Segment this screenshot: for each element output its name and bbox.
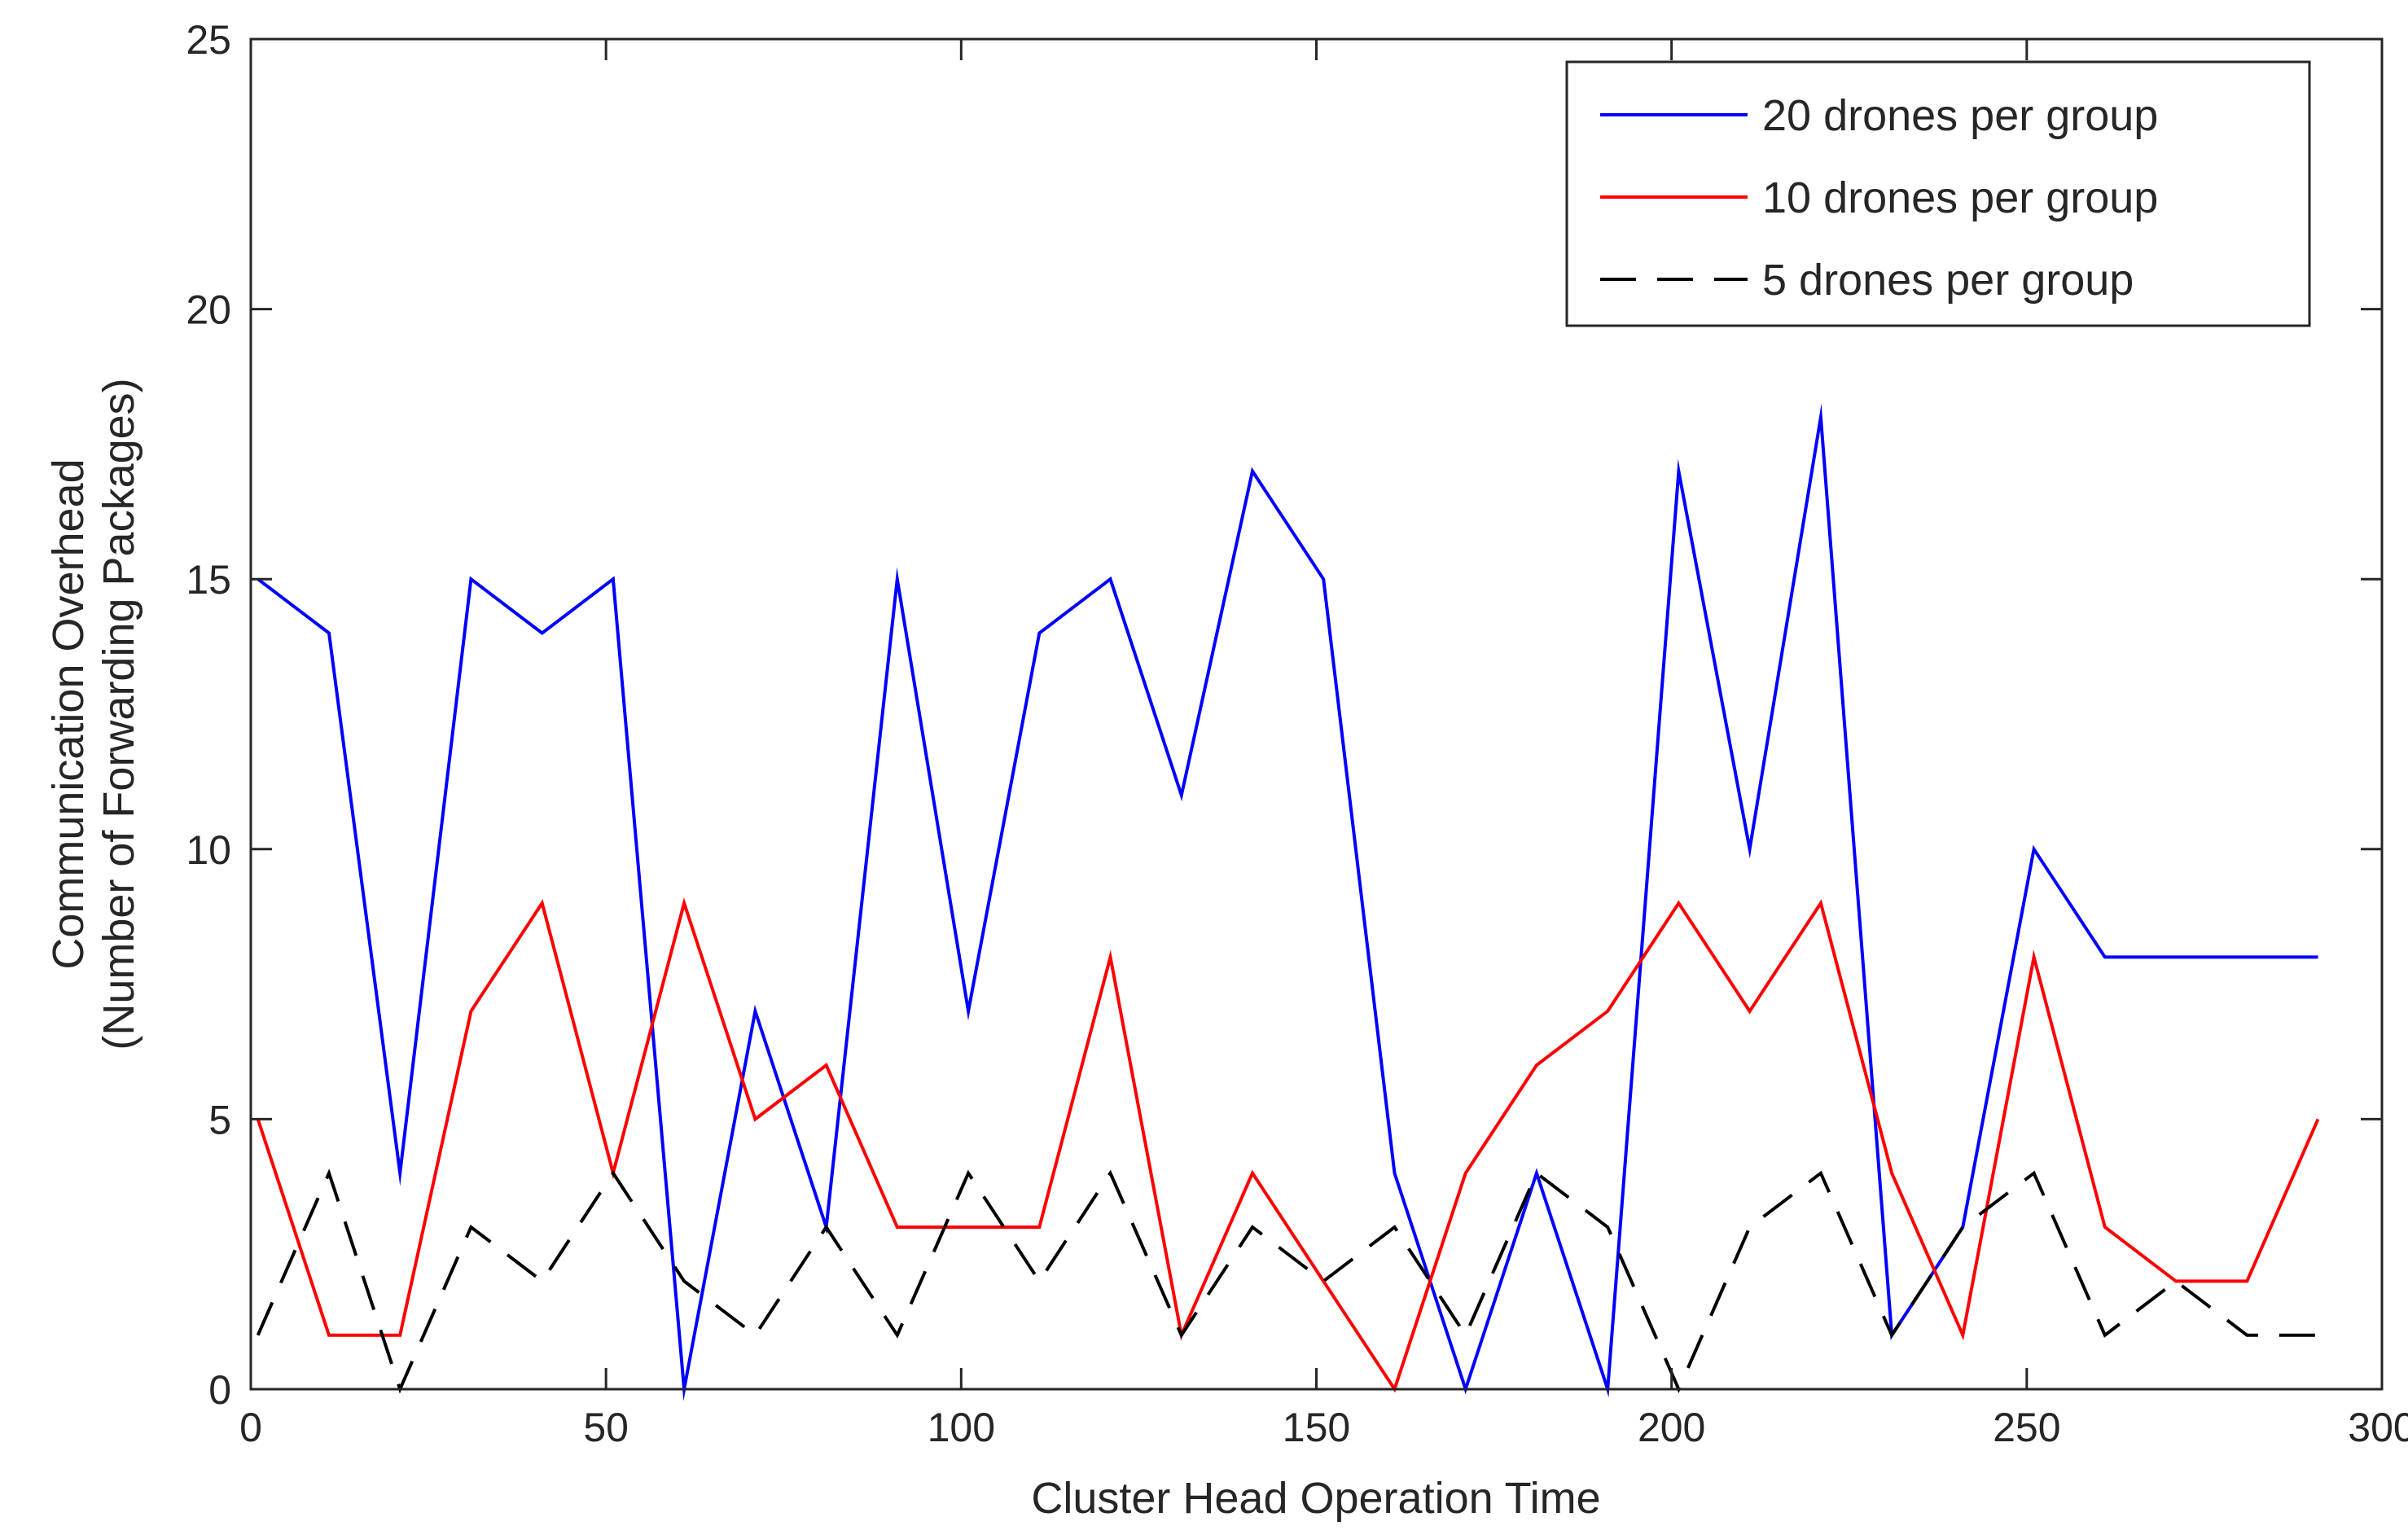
y-axis-label-line-1: Communication Overhead <box>44 458 93 969</box>
x-tick-label: 250 <box>1993 1405 2060 1450</box>
x-axis: 0 50 100 150 200 250 300 <box>239 39 2408 1450</box>
legend-box <box>1565 60 2311 327</box>
legend-label-10-drones: 10 drones per group <box>1762 173 2158 222</box>
x-tick-label: 150 <box>1283 1405 1350 1450</box>
x-tick-label: 200 <box>1638 1405 1705 1450</box>
x-tick-label: 100 <box>928 1405 995 1450</box>
y-tick-label: 5 <box>208 1097 231 1142</box>
y-axis-label-line-2: (Number of Forwarding Packages) <box>94 378 143 1050</box>
series-line-2 <box>256 897 2320 1393</box>
series-line-1 <box>257 403 2318 1401</box>
series-layer <box>256 403 2320 1401</box>
y-tick-label: 0 <box>208 1367 231 1413</box>
series-line-3 <box>256 1168 2318 1394</box>
y-axis: 0 5 10 15 20 25 <box>186 17 2382 1413</box>
x-axis-label: Cluster Head Operation Time <box>1031 1474 1600 1523</box>
x-tick-label: 0 <box>239 1405 262 1450</box>
legend: 20 drones per group 10 drones per group … <box>1565 60 2311 327</box>
y-axis-label-group: Communication Overhead (Number of Forwar… <box>44 378 143 1050</box>
x-tick-label: 300 <box>2348 1405 2408 1450</box>
y-tick-label: 25 <box>186 17 231 63</box>
y-tick-label: 15 <box>186 557 231 603</box>
legend-label-5-drones: 5 drones per group <box>1762 256 2134 305</box>
y-tick-label: 10 <box>186 827 231 873</box>
legend-label-20-drones: 20 drones per group <box>1762 91 2158 140</box>
y-tick-label: 20 <box>186 287 231 333</box>
x-tick-label: 50 <box>583 1405 629 1450</box>
